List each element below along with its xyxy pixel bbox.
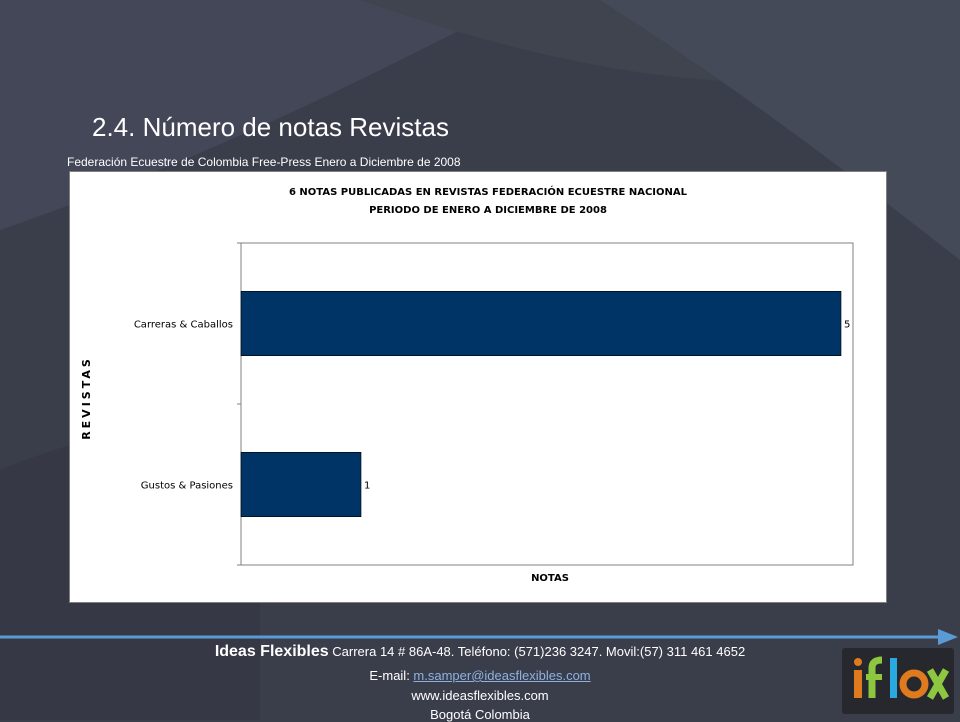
- chart-container: 6 NOTAS PUBLICADAS EN REVISTAS FEDERACIÓ…: [69, 171, 887, 603]
- iflex-logo: [842, 648, 954, 714]
- footer-city: Bogotá Colombia: [430, 707, 530, 722]
- data-label: 1: [364, 481, 370, 492]
- bar: [240, 451, 362, 517]
- footer-address: Carrera 14 # 86A-48. Teléfono: (571)236 …: [328, 644, 746, 659]
- data-label: 5: [844, 320, 850, 331]
- footer-website: www.ideasflexibles.com: [411, 688, 549, 703]
- category-tick-label: Carreras & Caballos: [134, 320, 233, 331]
- footer-email-line: E-mail: m.samper@ideasflexibles.com: [0, 668, 960, 683]
- footer-email-label: E-mail:: [369, 668, 414, 683]
- bar: [240, 291, 842, 357]
- chart-title-line2: PERIODO DE ENERO A DICIEMBRE DE 2008: [369, 205, 607, 216]
- x-axis-label: NOTAS: [531, 573, 569, 584]
- chart-source-subtitle: Federación Ecuestre de Colombia Free-Pre…: [67, 155, 461, 169]
- footer-email-link[interactable]: m.samper@ideasflexibles.com: [413, 668, 591, 683]
- bar-chart: 6 NOTAS PUBLICADAS EN REVISTAS FEDERACIÓ…: [80, 185, 854, 584]
- chart-title-line1: 6 NOTAS PUBLICADAS EN REVISTAS FEDERACIÓ…: [289, 185, 688, 198]
- slide-title: 2.4. Número de notas Revistas: [92, 112, 449, 142]
- footer-contact: Ideas Flexibles Carrera 14 # 86A-48. Tel…: [0, 643, 960, 661]
- y-axis-label: REVISTAS: [80, 356, 93, 440]
- category-tick-label: Gustos & Pasiones: [141, 481, 233, 492]
- footer-company: Ideas Flexibles: [214, 643, 329, 660]
- iflex-logo-mark: [854, 656, 950, 700]
